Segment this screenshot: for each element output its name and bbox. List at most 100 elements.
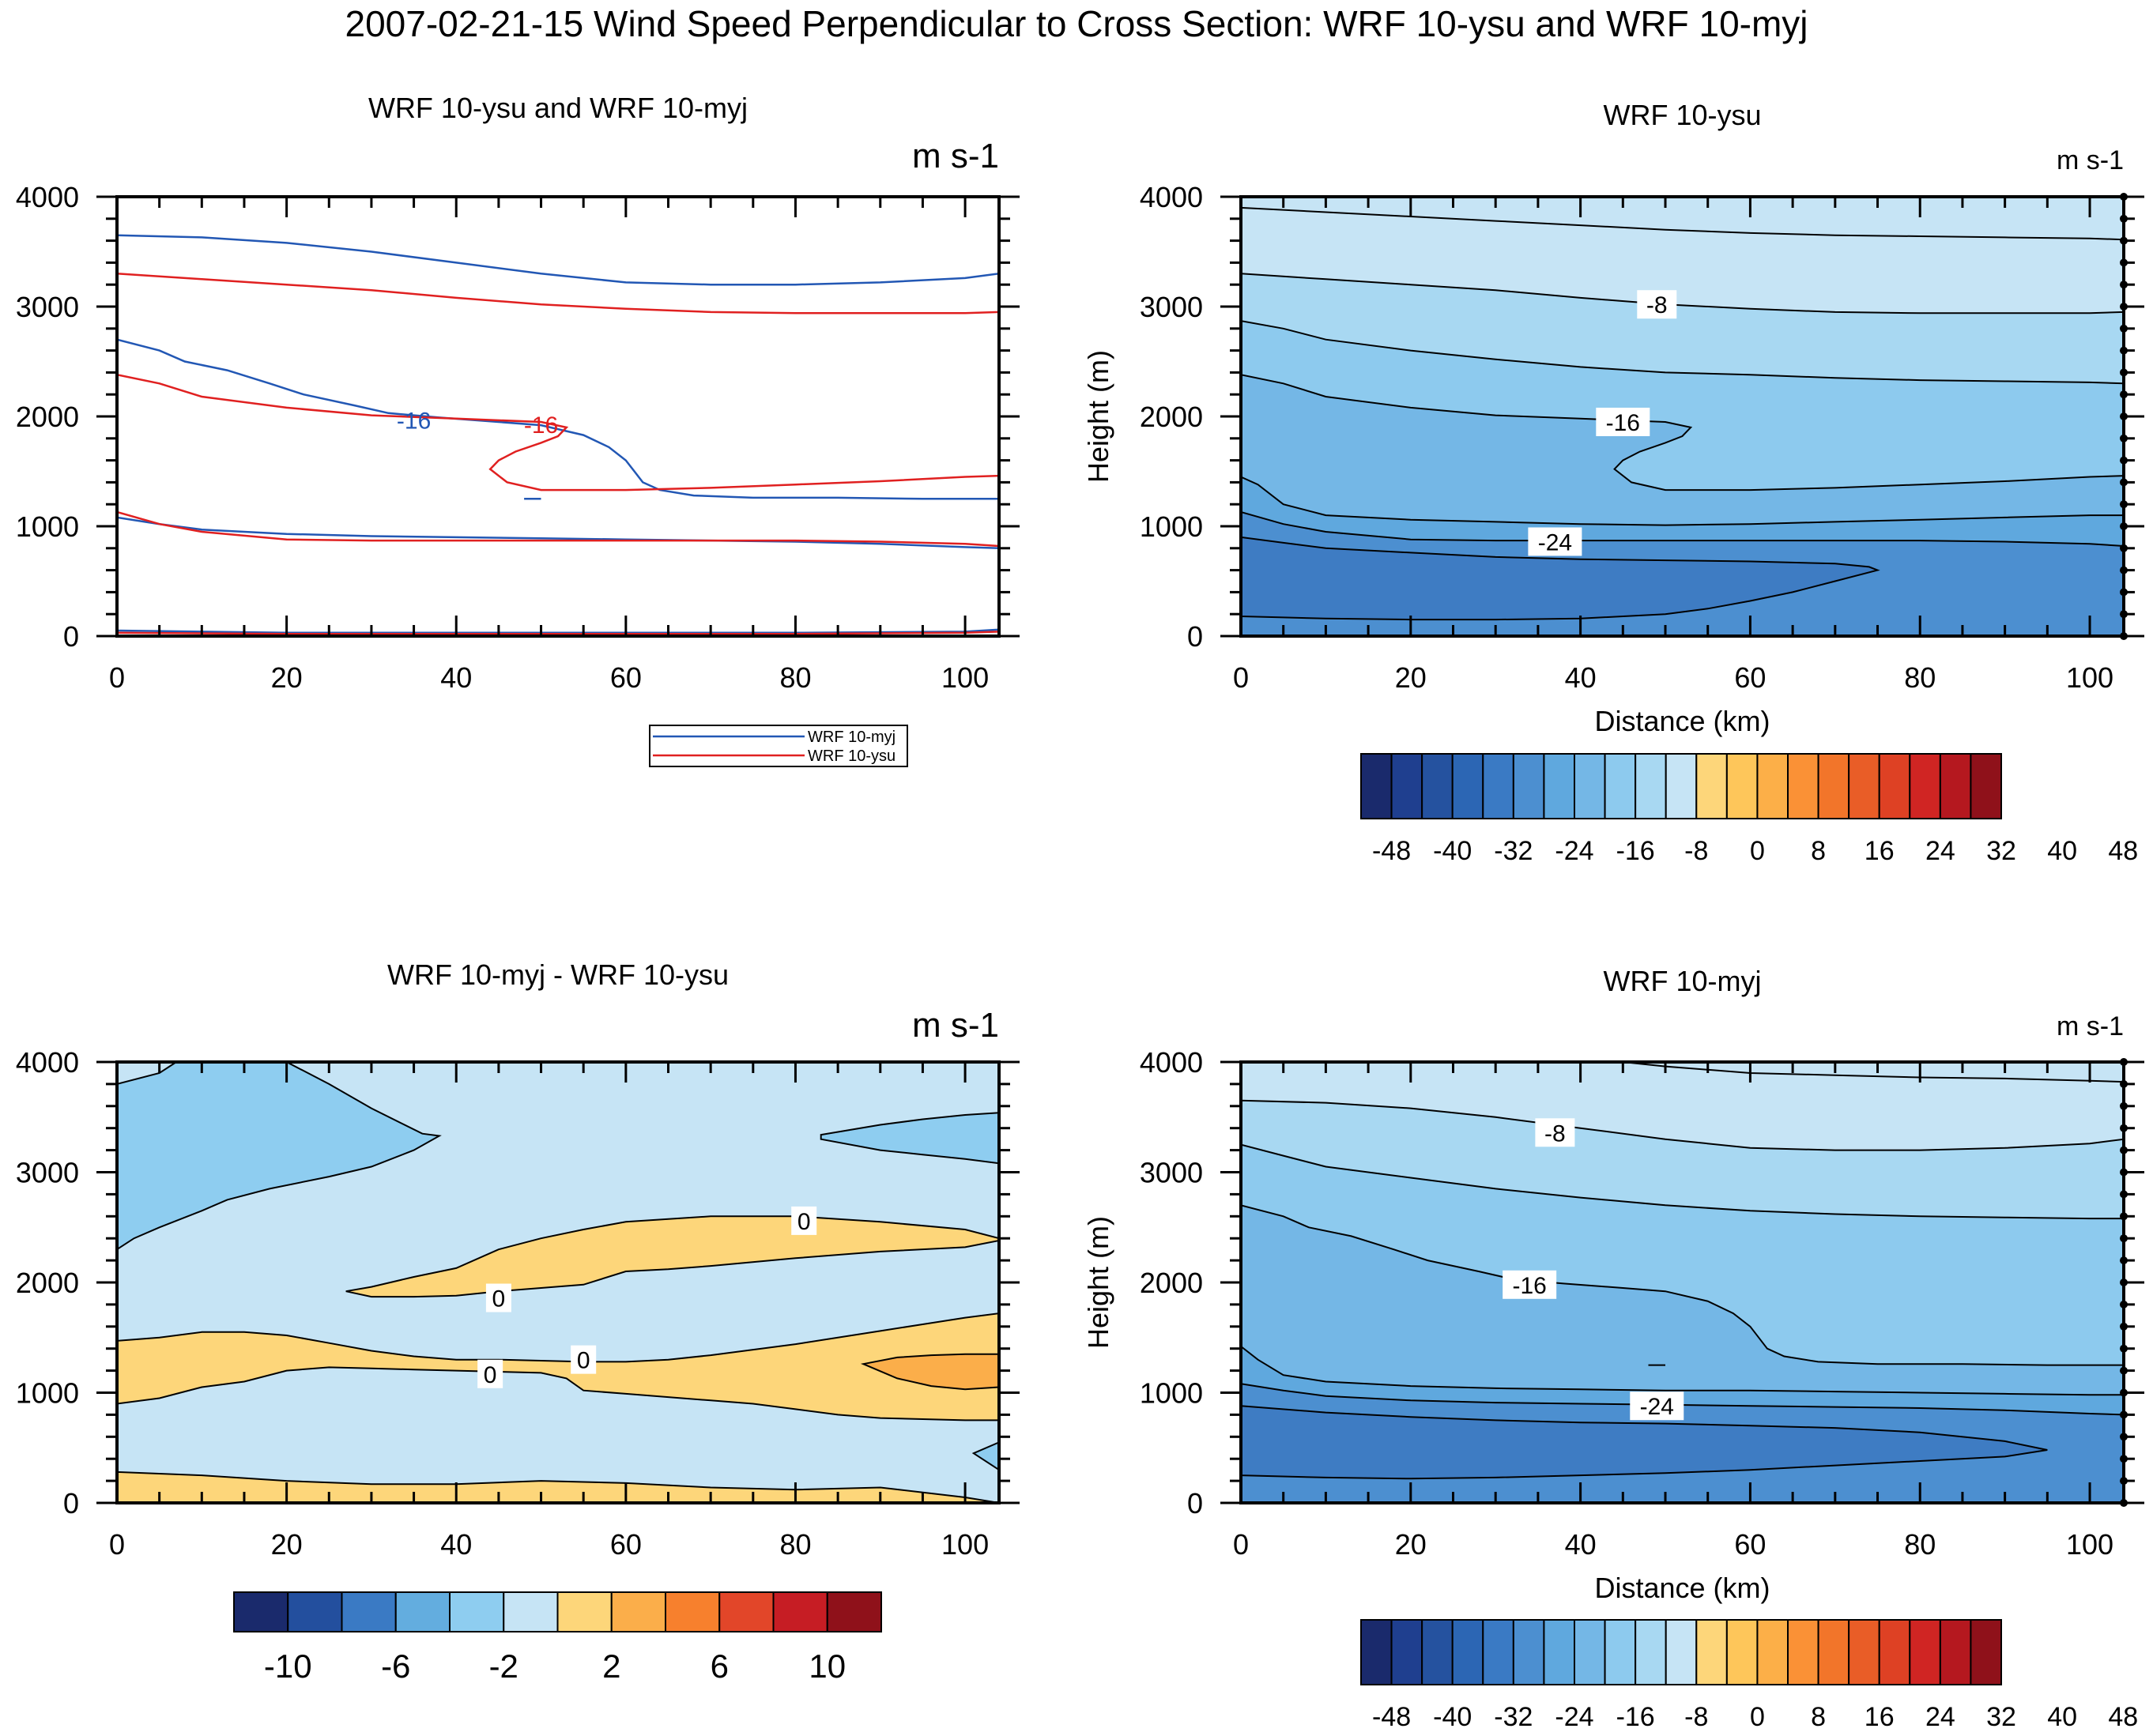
colorbar-swatch bbox=[1909, 1619, 1941, 1685]
contour-label-bg bbox=[485, 1283, 511, 1312]
y-tick-label: 1000 bbox=[1140, 1377, 1203, 1410]
contour-label: -8 bbox=[1544, 1120, 1566, 1147]
x-tick-label: 40 bbox=[1565, 661, 1597, 694]
colorbar-swatch bbox=[1695, 753, 1728, 819]
colorbar-swatch bbox=[287, 1591, 343, 1632]
colorbar-swatch bbox=[1451, 753, 1484, 819]
colorbar-swatch bbox=[1848, 753, 1880, 819]
colorbar-swatch bbox=[772, 1591, 828, 1632]
legend-box bbox=[649, 725, 908, 767]
plot-area bbox=[1241, 197, 2124, 636]
colorbar-swatch bbox=[1817, 753, 1850, 819]
contour-label-bg bbox=[1596, 407, 1650, 436]
y-axis-label: Height (m) bbox=[1082, 1216, 1114, 1349]
contour-label: 0 bbox=[484, 1362, 497, 1388]
y-tick-label: 1000 bbox=[16, 510, 79, 543]
colorbar-swatch bbox=[394, 1591, 451, 1632]
units-label: m s-1 bbox=[912, 137, 999, 175]
colorbar-label: 6 bbox=[711, 1648, 729, 1685]
x-tick-label: 0 bbox=[1233, 1528, 1249, 1561]
colorbar-label: 24 bbox=[1925, 836, 1955, 866]
colorbar-swatch bbox=[718, 1591, 775, 1632]
colorbar-label: 32 bbox=[1986, 836, 2016, 866]
y-tick-label: 3000 bbox=[1140, 291, 1203, 323]
series-label: -16 bbox=[397, 409, 431, 435]
colorbar-swatch bbox=[503, 1591, 559, 1632]
colorbar-swatch bbox=[1635, 1619, 1667, 1685]
x-tick-label: 100 bbox=[941, 661, 989, 694]
colorbar-label: -16 bbox=[1616, 836, 1655, 866]
colorbar-swatch bbox=[1756, 753, 1789, 819]
colorbar-label: -40 bbox=[1433, 836, 1472, 866]
y-tick-label: 4000 bbox=[16, 181, 79, 213]
colorbar-swatch bbox=[1970, 753, 2002, 819]
y-tick-label: 4000 bbox=[16, 1046, 79, 1079]
colorbar-swatch bbox=[341, 1591, 397, 1632]
x-tick-label: 100 bbox=[2066, 1528, 2113, 1561]
colorbar-label: 16 bbox=[1865, 836, 1895, 866]
contour-label: -8 bbox=[1646, 292, 1668, 318]
colorbar: -48 -40 -32 -24 -16 -8 0 8 16 24 32 40 48 bbox=[1360, 1619, 2138, 1732]
colorbar-label: 8 bbox=[1811, 836, 1826, 866]
y-tick-label: 3000 bbox=[16, 291, 79, 323]
colorbar-swatch bbox=[1451, 1619, 1484, 1685]
colorbar-swatch bbox=[1939, 1619, 1972, 1685]
plot-area bbox=[1241, 1062, 2124, 1503]
colorbar-swatch bbox=[1756, 1619, 1789, 1685]
series-label: -16 bbox=[524, 412, 558, 439]
colorbar-swatch bbox=[1725, 753, 1759, 819]
contour-line bbox=[1623, 1062, 2124, 1083]
legend-entry: WRF 10-myj bbox=[808, 729, 896, 746]
x-tick-label: 60 bbox=[1734, 1528, 1766, 1561]
colorbar-label: 40 bbox=[2047, 1702, 2077, 1732]
colorbar-swatch bbox=[233, 1591, 289, 1632]
y-tick-label: 1000 bbox=[16, 1377, 79, 1410]
x-tick-label: 0 bbox=[109, 1528, 125, 1561]
units-label: m s-1 bbox=[2057, 145, 2124, 175]
contour-label: -16 bbox=[1512, 1273, 1546, 1299]
colorbar-label: -48 bbox=[1372, 836, 1411, 866]
figure-title: 2007-02-21-15 Wind Speed Perpendicular t… bbox=[345, 3, 1808, 44]
x-tick-label: 40 bbox=[1565, 1528, 1597, 1561]
y-tick-label: 2000 bbox=[1140, 401, 1203, 433]
colorbar-label: 2 bbox=[602, 1648, 620, 1685]
x-tick-label: 20 bbox=[271, 661, 303, 694]
colorbar-label: 32 bbox=[1986, 1702, 2016, 1732]
colorbar-label: -32 bbox=[1494, 836, 1533, 866]
colorbar-swatch bbox=[1848, 1619, 1880, 1685]
colorbar-label: -48 bbox=[1372, 1702, 1411, 1732]
series-line bbox=[117, 510, 999, 548]
colorbar-swatch bbox=[610, 1591, 666, 1632]
contour-label-bg bbox=[1535, 1118, 1575, 1147]
colorbar-swatch bbox=[1665, 1619, 1698, 1685]
colorbar-label: 24 bbox=[1925, 1702, 1955, 1732]
contour-region bbox=[860, 1353, 999, 1391]
colorbar-label: -16 bbox=[1616, 1702, 1655, 1732]
contour-region bbox=[117, 1062, 442, 1261]
contour-region bbox=[971, 1441, 999, 1471]
colorbar-swatch bbox=[1725, 1619, 1759, 1685]
colorbar-swatch bbox=[1390, 1619, 1423, 1685]
x-tick-label: 20 bbox=[1395, 661, 1427, 694]
panel-title: WRF 10-ysu and WRF 10-myj bbox=[368, 92, 748, 124]
colorbar-label: -8 bbox=[1684, 836, 1708, 866]
x-tick-label: 100 bbox=[941, 1528, 989, 1561]
colorbar-swatch bbox=[1482, 1619, 1514, 1685]
colorbar-label: 16 bbox=[1865, 1702, 1895, 1732]
contour-label: -24 bbox=[1640, 1394, 1674, 1420]
series-line bbox=[117, 338, 999, 500]
panel-title: WRF 10-myj bbox=[1604, 965, 1762, 997]
x-tick-label: 100 bbox=[2066, 661, 2113, 694]
colorbar-swatch bbox=[1543, 1619, 1576, 1685]
plot-area bbox=[117, 1062, 999, 1503]
y-tick-label: 3000 bbox=[16, 1157, 79, 1189]
y-tick-label: 1000 bbox=[1140, 510, 1203, 543]
y-tick-label: 2000 bbox=[1140, 1267, 1203, 1299]
y-tick-label: 0 bbox=[1187, 1487, 1203, 1519]
contour-region bbox=[345, 1215, 999, 1298]
colorbar-label: 48 bbox=[2108, 836, 2138, 866]
colorbar-swatch bbox=[1665, 753, 1698, 819]
